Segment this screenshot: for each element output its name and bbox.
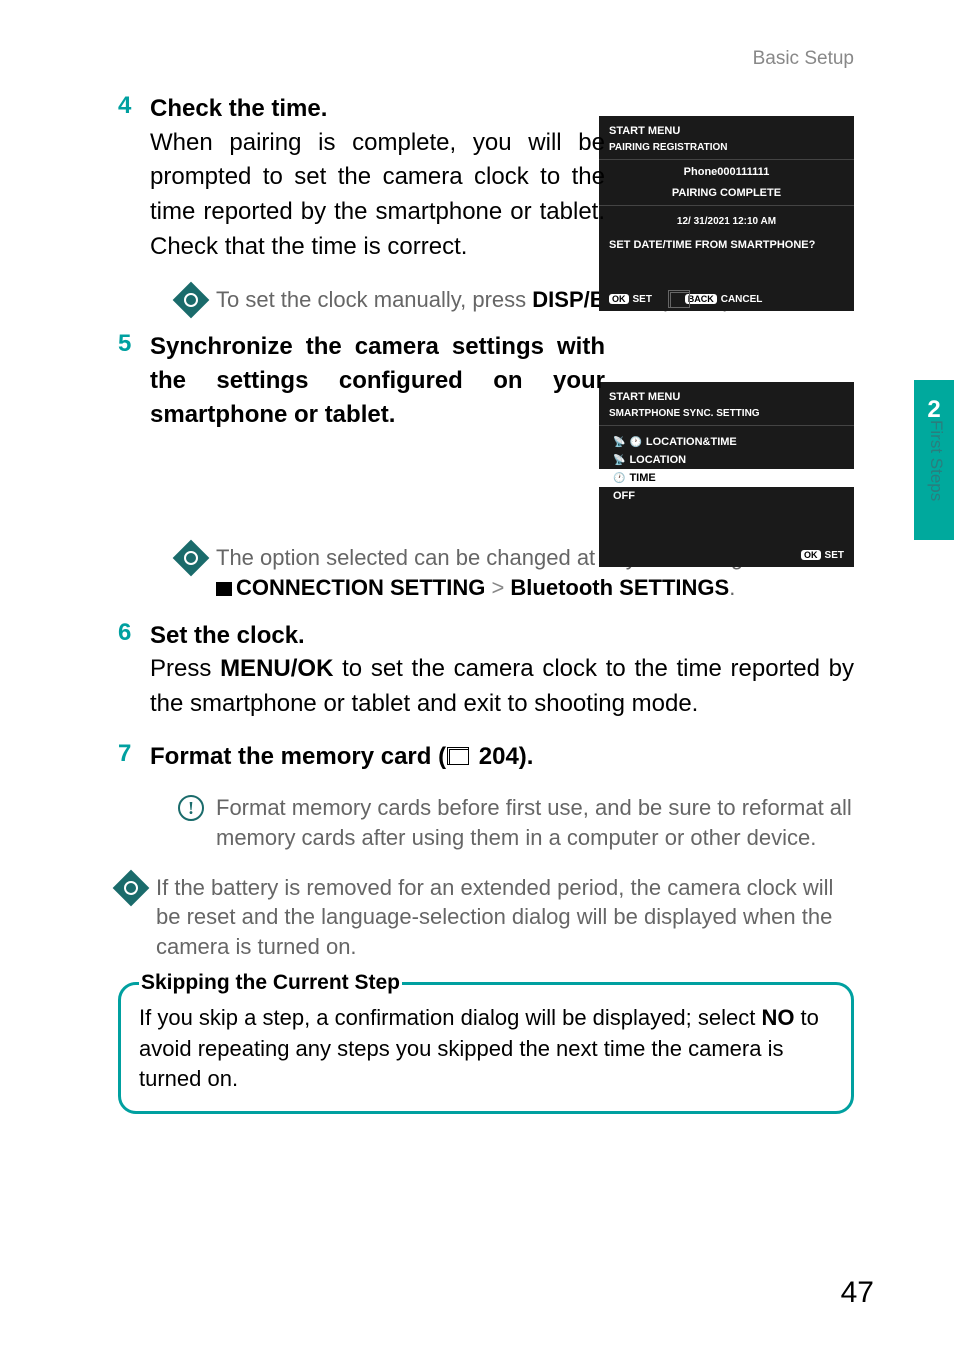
note-format-card: Format memory cards before first use, an… bbox=[178, 793, 854, 852]
step-number: 7 bbox=[118, 740, 131, 768]
note-battery: If the battery is removed for an extende… bbox=[118, 873, 854, 962]
connection-icon bbox=[216, 582, 232, 596]
note7-text: Format memory cards before first use, an… bbox=[216, 793, 854, 852]
battery-note-text: If the battery is removed for an extende… bbox=[156, 873, 854, 962]
step6-text: Press MENU/OK to set the camera clock to… bbox=[150, 652, 854, 722]
sync-opt-off: OFF bbox=[599, 487, 854, 505]
callout-title: Skipping the Current Step bbox=[139, 971, 402, 995]
callout-skipping-step: Skipping the Current Step If you skip a … bbox=[118, 982, 854, 1114]
sync-opt-time-selected: 🕐TIME bbox=[599, 469, 854, 487]
screen2-footer: OK SET bbox=[609, 550, 844, 561]
sync-opt-location-time: 📡🕐LOCATION&TIME bbox=[599, 433, 854, 451]
step-number: 6 bbox=[118, 619, 131, 647]
callout-text: If you skip a step, a confirmation dialo… bbox=[139, 1003, 833, 1095]
caution-icon bbox=[178, 795, 204, 821]
step-number: 4 bbox=[118, 92, 131, 120]
sync-opt-location: 📡LOCATION bbox=[599, 451, 854, 469]
step5-title: Synchronize the camera settings with the… bbox=[150, 330, 605, 431]
tip-icon bbox=[173, 540, 210, 577]
step-4: 4 Check the time. When pairing is comple… bbox=[118, 92, 854, 265]
set-label: SET bbox=[825, 550, 844, 561]
step4-title: Check the time. bbox=[150, 95, 327, 122]
step4-text: When pairing is complete, you will be pr… bbox=[150, 126, 605, 265]
step6-title: Set the clock. bbox=[150, 622, 305, 649]
tip-icon bbox=[113, 869, 150, 906]
cancel-label: CANCEL bbox=[721, 294, 763, 305]
step-5: 5 Synchronize the camera settings with t… bbox=[118, 330, 854, 431]
chapter-title: First Steps bbox=[926, 420, 946, 501]
page-number: 47 bbox=[841, 1276, 874, 1310]
step-number: 5 bbox=[118, 330, 131, 358]
step-6: 6 Set the clock. Press MENU/OK to set th… bbox=[118, 619, 854, 722]
ok-badge: OK bbox=[801, 550, 821, 560]
page-ref-icon bbox=[670, 292, 690, 308]
tip-icon bbox=[173, 281, 210, 318]
screen1-footer: OKSET BACKCANCEL bbox=[609, 294, 844, 305]
set-label: SET bbox=[633, 294, 652, 305]
section-header: Basic Setup bbox=[753, 48, 854, 70]
step-7: 7 Format the memory card ( 204). bbox=[118, 740, 854, 774]
page-ref-icon bbox=[449, 749, 469, 765]
step7-title: Format the memory card ( 204). bbox=[150, 743, 533, 770]
ok-badge: OK bbox=[609, 294, 629, 304]
